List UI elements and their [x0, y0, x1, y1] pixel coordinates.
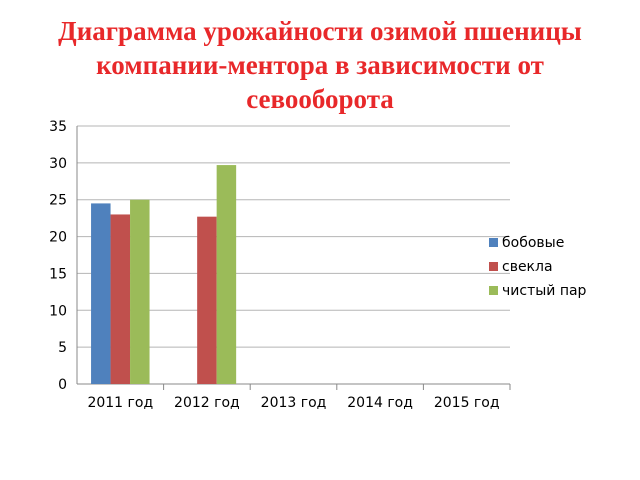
y-tick-label: 5: [58, 340, 67, 356]
bar: [130, 199, 150, 384]
y-tick-label: 20: [49, 230, 67, 246]
legend-swatch: [489, 238, 498, 247]
bar: [110, 214, 131, 384]
x-tick-label: 2013 год: [261, 395, 327, 411]
x-tick-label: 2011 год: [87, 395, 153, 411]
x-tick-label: 2012 год: [174, 395, 240, 411]
chart-title: Диаграмма урожайности озимой пшеницы ком…: [58, 16, 582, 114]
y-tick-label: 10: [49, 303, 67, 319]
y-tick-label: 25: [49, 193, 67, 209]
bar: [216, 165, 237, 384]
bar: [197, 216, 217, 384]
y-tick-label: 0: [58, 377, 67, 393]
y-tick-label: 30: [49, 156, 67, 172]
legend-swatch: [489, 262, 498, 271]
x-tick-label: 2014 год: [347, 395, 413, 411]
legend-label: чистый пар: [502, 283, 587, 299]
bar: [91, 203, 111, 384]
y-tick-label: 35: [49, 119, 67, 135]
legend-swatch: [489, 286, 498, 295]
legend-label: бобовые: [502, 235, 564, 251]
y-tick-label: 15: [49, 266, 67, 282]
legend-label: свекла: [502, 259, 553, 275]
x-tick-label: 2015 год: [434, 395, 500, 411]
